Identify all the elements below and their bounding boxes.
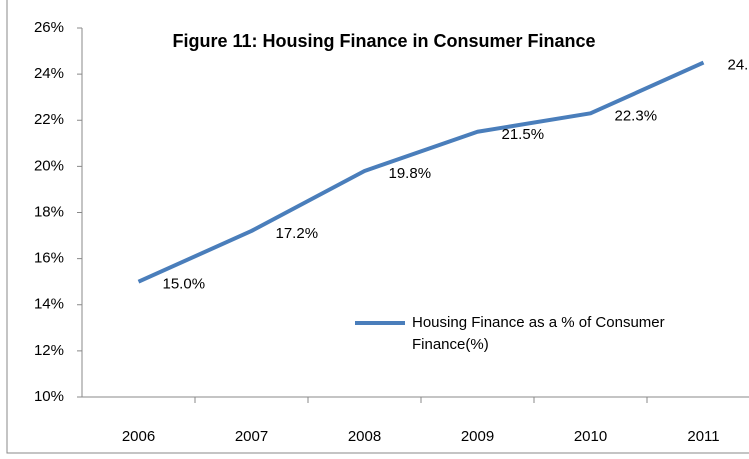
x-tick-label: 2009 [461, 428, 494, 445]
x-tick-label: 2011 [687, 428, 719, 445]
data-label: 17.2% [276, 225, 319, 242]
x-tick-label: 2010 [574, 428, 607, 445]
data-label: 22.3% [615, 107, 658, 124]
data-line [137, 60, 705, 284]
data-label: 21.5% [502, 126, 545, 143]
y-tick-label: 14% [34, 296, 64, 313]
y-tick-label: 22% [34, 111, 64, 128]
y-tick-label: 16% [34, 250, 64, 267]
chart-title: Figure 11: Housing Finance in Consumer F… [172, 31, 595, 51]
y-tick-label: 26% [34, 19, 64, 36]
x-tick-label: 2007 [235, 428, 268, 445]
data-label: 24.5% [728, 57, 749, 74]
y-tick-label: 12% [34, 342, 64, 359]
y-tick-label: 18% [34, 203, 64, 220]
y-tick-label: 10% [34, 388, 64, 405]
y-tick-label: 20% [34, 157, 64, 174]
data-label: 19.8% [389, 165, 432, 182]
data-label: 15.0% [163, 276, 206, 293]
x-tick-label: 2006 [122, 428, 155, 445]
y-tick-label: 24% [34, 65, 64, 82]
chart-border [6, 0, 749, 454]
x-tick-label: 2008 [348, 428, 381, 445]
legend-label: Housing Finance as a % of Consumer Finan… [412, 314, 665, 353]
